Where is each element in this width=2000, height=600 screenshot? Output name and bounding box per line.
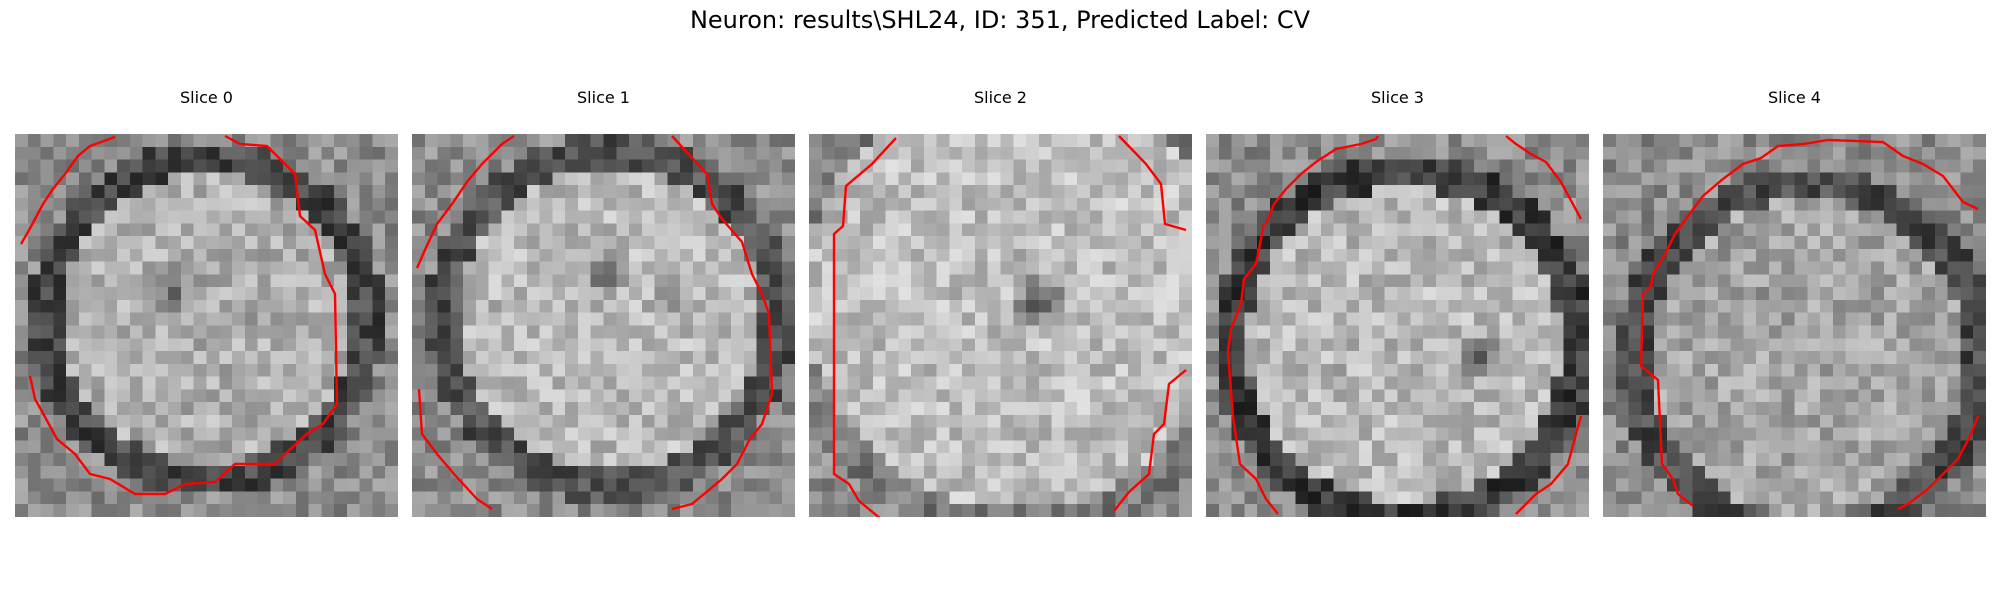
- slice-contour-overlay-0: [19, 134, 339, 496]
- contour-segment-3-3: [1515, 415, 1583, 515]
- figure-title: Neuron: results\SHL24, ID: 351, Predicte…: [689, 6, 1311, 34]
- slice-contour-overlay-1: [415, 135, 774, 511]
- slice-grayscale-1: [412, 134, 795, 517]
- slice-image-3: [1206, 134, 1589, 517]
- slice-title-4: Slice 4: [1768, 88, 1821, 107]
- contour-segment-1-2: [417, 388, 493, 510]
- contour-segment-4-2: [1897, 415, 1980, 511]
- contour-segment-2-2: [1113, 369, 1187, 512]
- slice-image-2: [809, 134, 1192, 517]
- contour-segment-1-1: [671, 135, 774, 511]
- slice-contour-overlay-2: [832, 135, 1187, 517]
- slice-title-1: Slice 1: [577, 88, 630, 107]
- slice-image-1: [412, 134, 795, 517]
- contour-segment-3-1: [1505, 135, 1583, 220]
- slice-title-0: Slice 0: [180, 88, 233, 107]
- slice-contour-overlay-3: [1226, 135, 1583, 515]
- contour-segment-2-0: [832, 137, 897, 517]
- contour-segment-3-0: [1264, 135, 1379, 225]
- slice-image-4: [1603, 134, 1986, 517]
- slice-grayscale-0: [15, 134, 398, 517]
- contour-segment-1-0: [415, 135, 515, 269]
- slice-image-0: [15, 134, 398, 517]
- contour-segment-0-1: [28, 134, 339, 496]
- slice-title-2: Slice 2: [974, 88, 1027, 107]
- slice-grayscale-2: [809, 134, 1192, 517]
- slice-grayscale-3: [1206, 134, 1589, 517]
- contour-segment-0-0: [19, 135, 116, 245]
- contour-segment-4-1: [1639, 273, 1694, 507]
- slice-contour-overlay-4: [1639, 138, 1980, 511]
- slice-grayscale-4: [1603, 134, 1986, 517]
- contour-segment-4-0: [1651, 138, 1979, 275]
- contour-segment-2-1: [1118, 135, 1187, 232]
- contour-segment-3-2: [1226, 223, 1279, 515]
- slice-title-3: Slice 3: [1371, 88, 1424, 107]
